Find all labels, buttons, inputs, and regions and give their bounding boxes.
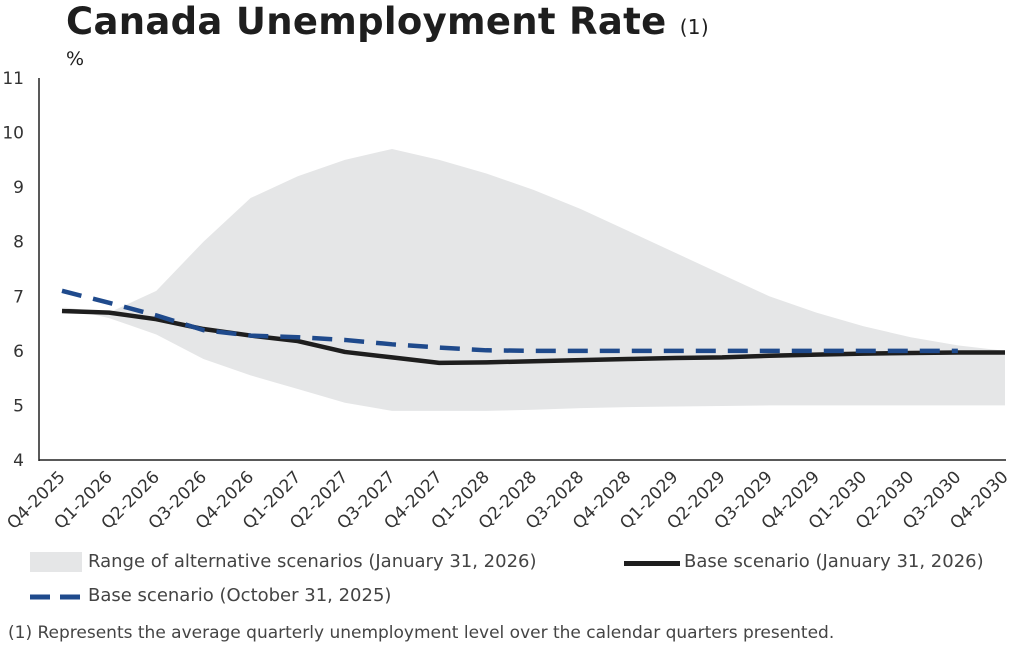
- y-tick-label: 8: [13, 233, 24, 253]
- legend-swatch-range: [30, 552, 82, 572]
- y-axis-unit: %: [66, 48, 85, 70]
- legend-swatch-base-oct: [30, 594, 86, 600]
- legend-label-range: Range of alternative scenarios (January …: [88, 551, 537, 572]
- range-area: [62, 148, 1005, 411]
- y-tick-label: 4: [13, 451, 24, 471]
- legend-label-base-oct: Base scenario (October 31, 2025): [88, 585, 392, 606]
- y-tick-label: 9: [13, 178, 24, 198]
- chart-title-text: Canada Unemployment Rate: [66, 0, 667, 43]
- y-tick-label: 10: [2, 124, 24, 144]
- y-tick-label: 5: [13, 396, 24, 416]
- legend-swatch-base-jan: [624, 561, 680, 566]
- footnote: (1) Represents the average quarterly une…: [8, 623, 835, 643]
- legend-label-base-jan: Base scenario (January 31, 2026): [684, 551, 984, 572]
- chart-title-note: (1): [679, 15, 709, 39]
- y-tick-label: 6: [13, 342, 24, 362]
- y-tick-label: 11: [2, 69, 24, 89]
- chart-title: Canada Unemployment Rate (1): [66, 0, 709, 43]
- series-line-base-oct: [61, 288, 958, 354]
- y-tick-label: 7: [13, 287, 24, 307]
